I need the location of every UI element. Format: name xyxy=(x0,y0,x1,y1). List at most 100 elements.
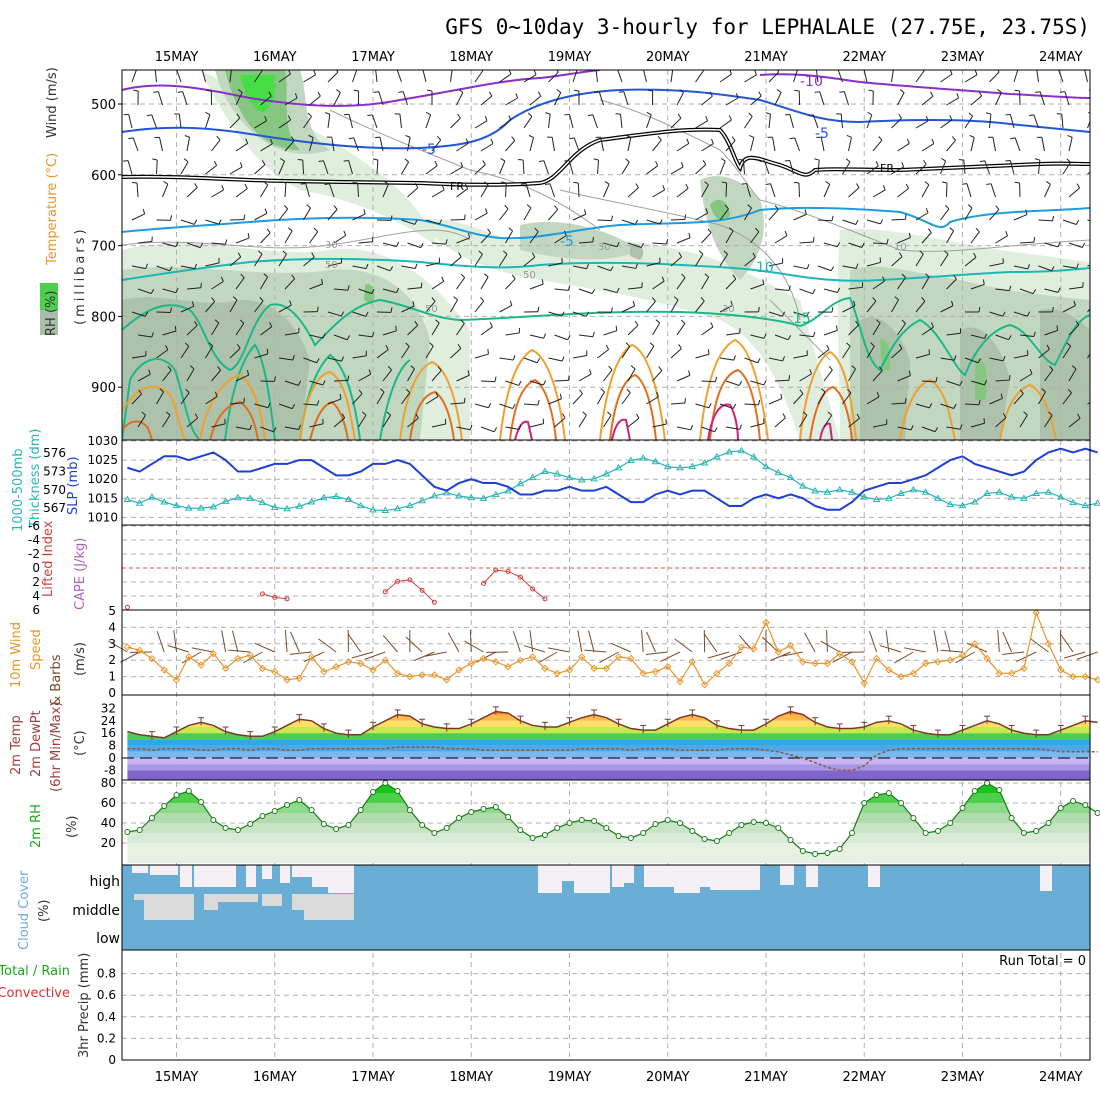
wind-barb-tick xyxy=(680,162,684,168)
thickness-point xyxy=(602,469,611,477)
temp-tick-label: 0 xyxy=(108,751,116,765)
wind-barb-tick xyxy=(437,366,442,371)
wind-barb xyxy=(407,417,419,428)
li-point xyxy=(431,599,437,605)
wind-barb-tick xyxy=(508,227,513,232)
wind-barb xyxy=(151,114,157,129)
wind-barb xyxy=(793,70,798,83)
wind-barb xyxy=(652,322,661,336)
wind-barb xyxy=(357,182,359,198)
wind10m-point xyxy=(921,659,930,668)
wind-barb xyxy=(525,183,531,198)
thickness-point xyxy=(737,446,746,454)
thickness-point xyxy=(344,495,353,503)
wind10m-point xyxy=(1020,664,1028,673)
wind-barb xyxy=(1013,354,1028,359)
thickness-point xyxy=(688,462,697,470)
wind-barb xyxy=(866,345,875,359)
wind10m-barb xyxy=(537,651,558,664)
wind-barb xyxy=(897,188,909,198)
wind-barb-tick xyxy=(414,219,418,225)
wind-barb xyxy=(254,253,263,267)
wind-barb xyxy=(695,70,704,83)
wind-barb xyxy=(744,116,753,129)
wind-barb xyxy=(474,70,484,83)
wind-barb xyxy=(970,380,985,386)
wind-barb-tick xyxy=(420,242,424,248)
wind-barb-tick xyxy=(123,160,129,162)
wind-barb-tick xyxy=(1066,158,1071,163)
wind10m-barb xyxy=(577,630,583,653)
wind-barb-tick xyxy=(579,389,583,395)
wind-barb xyxy=(646,345,655,359)
temp-band xyxy=(127,770,1090,780)
wind-barb xyxy=(499,73,512,83)
wind-barb xyxy=(162,183,169,198)
wind-barb-tick xyxy=(501,181,507,184)
temp-band xyxy=(127,751,1090,758)
rh-point xyxy=(419,822,426,828)
bottom-date-label: 20MAY xyxy=(646,1070,690,1085)
wind-barb-tick xyxy=(684,214,687,220)
wind10m-point xyxy=(835,649,844,658)
wind-barb-tick xyxy=(371,288,375,294)
thickness-tick-label: 567 xyxy=(43,501,66,515)
rh-point xyxy=(480,806,487,812)
wind10m-barb xyxy=(547,647,570,653)
rh-point xyxy=(640,830,647,836)
wind-barb-tick xyxy=(562,413,566,419)
wind-barb-tick xyxy=(358,389,363,395)
wind-barb xyxy=(921,326,934,336)
wind10m-point xyxy=(909,669,918,678)
wind-barb xyxy=(774,288,789,291)
wind-barb-tick xyxy=(321,278,324,285)
wind-barb xyxy=(128,114,133,129)
wind-barb-tick xyxy=(237,89,243,93)
wind-barb xyxy=(235,92,243,106)
wind-barb xyxy=(1062,345,1072,359)
wind-barb xyxy=(620,114,623,129)
wind-barb-tick xyxy=(870,342,875,347)
wind-barb-tick xyxy=(901,162,905,168)
wind10m-point xyxy=(344,658,353,666)
wind-barb-tick xyxy=(861,242,865,248)
wind10m-barb xyxy=(413,651,435,662)
wind-barb-tick xyxy=(1008,335,1012,340)
wind-barb xyxy=(201,70,206,83)
wind-barb-tick xyxy=(460,273,466,278)
wind-barb-tick xyxy=(336,89,341,93)
wind-barb-tick xyxy=(1026,311,1031,317)
cloud-panel: high middle low Cloud Cover (%) xyxy=(17,864,1091,951)
wind-barb xyxy=(872,139,883,152)
wind-barb-tick xyxy=(688,232,691,238)
wind10m-point xyxy=(971,640,979,648)
wind-barb xyxy=(940,208,950,221)
wind-barb xyxy=(211,139,221,152)
wind-barb xyxy=(137,334,152,338)
temp-bands xyxy=(127,711,1090,780)
wind-barb xyxy=(211,242,226,245)
wind-barb-tick xyxy=(151,332,154,338)
wind-barb xyxy=(180,161,189,175)
wind-barb xyxy=(725,380,740,386)
li-point xyxy=(517,574,523,580)
wind-barb xyxy=(211,189,224,198)
wind-barb xyxy=(327,209,338,221)
wind-barb xyxy=(966,183,972,198)
wind10m-barb xyxy=(191,647,214,653)
wind-barb xyxy=(940,73,953,83)
wind-barb xyxy=(303,403,318,406)
wind-barb xyxy=(235,188,248,198)
wind-barb xyxy=(719,357,734,361)
wind-barb xyxy=(548,71,559,83)
wind-barb-tick xyxy=(244,183,248,189)
precip-tick-label: 0.8 xyxy=(97,967,116,981)
thickness-point xyxy=(1032,489,1041,496)
wind-barb-tick xyxy=(460,319,465,324)
thickness-point xyxy=(700,458,709,466)
wind-barb-tick xyxy=(183,158,189,163)
wind-barb xyxy=(425,396,439,405)
wind-barb xyxy=(921,232,932,244)
thickness-point xyxy=(1007,493,1016,500)
thickness-point xyxy=(663,462,672,470)
